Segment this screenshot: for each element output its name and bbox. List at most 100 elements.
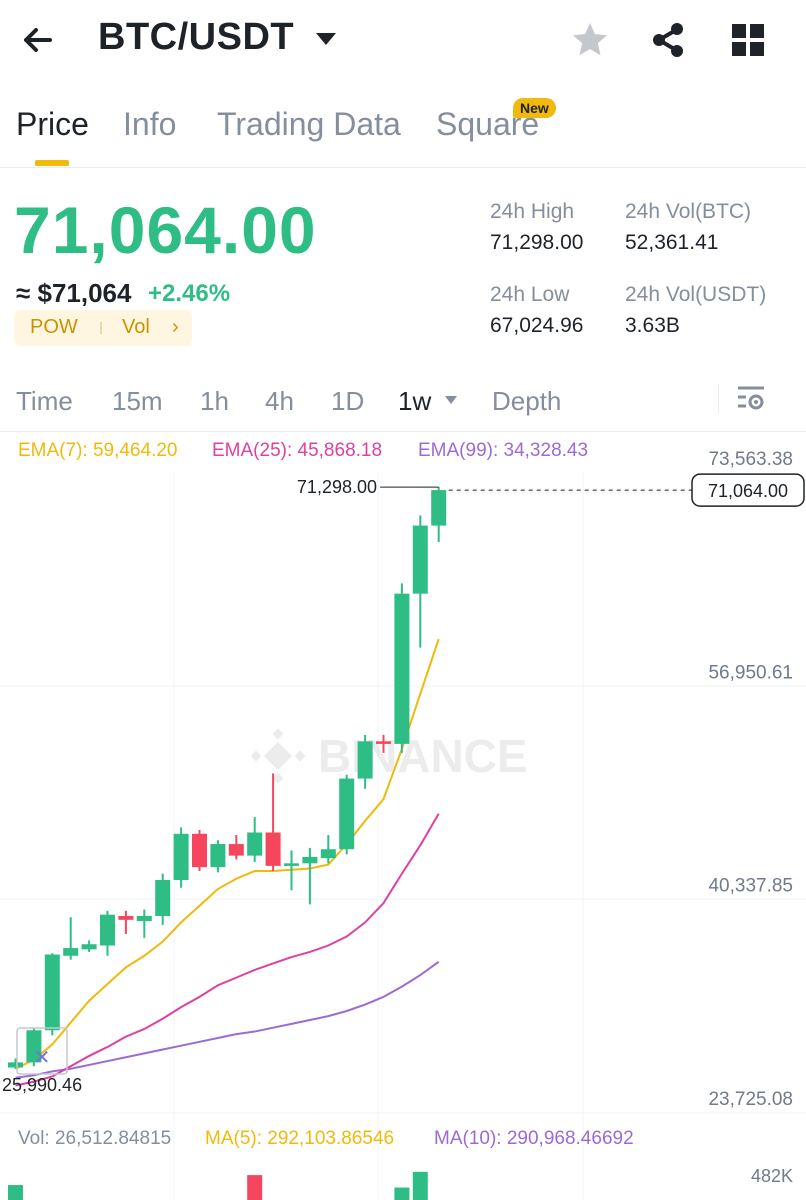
- candle-body: [284, 863, 299, 866]
- candle: [284, 850, 299, 891]
- candle: [100, 910, 115, 956]
- interval-time[interactable]: Time: [16, 386, 73, 416]
- crosshair-icon: ✕: [34, 1047, 51, 1069]
- candle: [339, 774, 355, 855]
- chart-settings-icon[interactable]: [734, 382, 768, 416]
- candle: [44, 953, 60, 1036]
- candle-body: [302, 856, 318, 864]
- y-axis: 73,563.38 56,950.61 40,337.85 23,725.08: [708, 449, 793, 1110]
- candle: [81, 940, 97, 952]
- candles: [8, 487, 447, 1069]
- ema99-legend: EMA(99): 34,328.43: [418, 440, 589, 461]
- crosshair-box[interactable]: ✕: [16, 1027, 68, 1075]
- candle: [376, 734, 391, 753]
- caret-down-icon[interactable]: [314, 30, 338, 48]
- interval-1d[interactable]: 1D: [331, 386, 365, 416]
- stat-high-value: 71,298.00: [490, 231, 584, 254]
- volume-bar: [394, 1187, 410, 1200]
- share-icon[interactable]: [648, 20, 688, 60]
- interval-15m[interactable]: 15m: [112, 386, 163, 416]
- candle-body: [431, 490, 447, 526]
- interval-caret-icon[interactable]: [444, 392, 458, 404]
- main-tabs: Price Info Trading Data Square New: [0, 92, 806, 168]
- candle: [136, 909, 152, 938]
- candlestick-chart[interactable]: BINANCE 71,298.00 25,990.46 71,064.00 ✕ …: [0, 432, 806, 1200]
- watermark-logo: BINANCE: [250, 728, 528, 784]
- candle-body: [155, 880, 171, 916]
- low-marker-label: 25,990.46: [2, 1075, 82, 1095]
- ma10-legend: MA(10): 290,968.46692: [434, 1128, 634, 1149]
- candle: [155, 873, 171, 925]
- ema25-legend: EMA(25): 45,868.18: [212, 440, 383, 461]
- interval-1w[interactable]: 1w: [398, 386, 432, 416]
- tab-info[interactable]: Info: [123, 106, 177, 142]
- high-marker-label: 71,298.00: [297, 477, 377, 497]
- ema-lines: [15, 638, 440, 1087]
- y-axis-tick: 73,563.38: [708, 449, 793, 470]
- candle: [118, 910, 134, 934]
- ma5-legend: MA(5): 292,103.86546: [205, 1128, 395, 1149]
- ema99-line: [15, 961, 440, 1079]
- candle-body: [228, 844, 244, 856]
- stat-vol-btc-label: 24h Vol(BTC): [625, 200, 752, 223]
- interval-4h[interactable]: 4h: [265, 386, 294, 416]
- current-price-box[interactable]: [691, 473, 805, 507]
- candle-body: [26, 1030, 42, 1063]
- candle: [8, 1058, 23, 1069]
- grid-menu-icon[interactable]: [728, 20, 768, 60]
- stat-vol-btc-value: 52,361.41: [625, 231, 719, 254]
- candle-body: [320, 849, 336, 859]
- tag-pow[interactable]: POW: [30, 316, 78, 338]
- chevron-right-icon[interactable]: ›: [172, 316, 179, 338]
- candle: [173, 827, 189, 888]
- candle: [63, 917, 79, 960]
- ema7-line: [15, 638, 440, 1070]
- stat-vol-usdt-label: 24h Vol(USDT): [625, 283, 767, 306]
- candle: [394, 583, 410, 753]
- candle-body: [210, 844, 226, 868]
- tag-vol[interactable]: Vol: [122, 316, 150, 338]
- interval-bar: Time 15m 1h 4h 1D 1w Depth: [0, 370, 806, 432]
- candle-body: [136, 915, 152, 922]
- volume-legend: Vol: 26,512.84815: [18, 1128, 172, 1149]
- new-badge: New: [513, 98, 556, 118]
- tab-price[interactable]: Price: [16, 106, 89, 142]
- pair-selector[interactable]: BTC/USDT: [98, 16, 295, 58]
- interval-1h[interactable]: 1h: [200, 386, 229, 416]
- y-axis-tick: 23,725.08: [708, 1089, 793, 1110]
- watermark-text: BINANCE: [318, 730, 528, 782]
- stat-low-value: 67,024.96: [490, 314, 584, 337]
- active-tab-indicator: [35, 160, 69, 166]
- tag-group[interactable]: POW Vol ›: [14, 310, 192, 346]
- candle-body: [8, 1062, 23, 1068]
- interval-depth[interactable]: Depth: [492, 386, 562, 416]
- stat-high-label: 24h High: [490, 200, 575, 223]
- volume-bar: [412, 1171, 428, 1200]
- ema25-line: [15, 813, 440, 1087]
- candle-body: [192, 833, 207, 868]
- candle-body: [81, 944, 97, 950]
- candle-body: [357, 741, 373, 779]
- tag-divider: [100, 322, 102, 334]
- back-arrow-icon[interactable]: [18, 20, 58, 60]
- candle-body: [265, 832, 281, 866]
- candle: [192, 829, 207, 872]
- star-icon[interactable]: [570, 20, 610, 60]
- candle: [302, 847, 318, 905]
- volume-bar: [8, 1185, 23, 1200]
- candle: [228, 835, 244, 860]
- fiat-price: ≈ $71,064: [16, 278, 132, 308]
- stat-vol-usdt-value: 3.63B: [625, 314, 680, 337]
- price-change-percent: +2.46%: [148, 280, 231, 307]
- candle: [210, 840, 226, 873]
- candle-body: [376, 741, 391, 744]
- candle-body: [118, 915, 134, 920]
- candle-body: [173, 833, 189, 881]
- candle-body: [339, 778, 355, 850]
- volume-bars: [8, 1171, 428, 1200]
- candle-body: [247, 832, 263, 856]
- volume-bar: [247, 1175, 263, 1200]
- candle-body: [100, 914, 115, 946]
- candle: [320, 835, 336, 864]
- tab-trading-data[interactable]: Trading Data: [217, 106, 401, 142]
